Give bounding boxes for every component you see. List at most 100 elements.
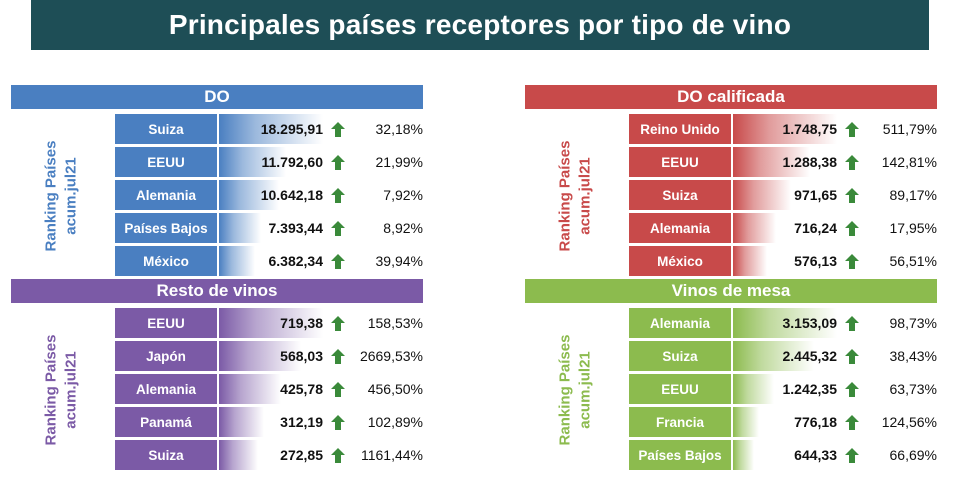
change-percent: 158,53%: [367, 315, 423, 331]
country-label: Países Bajos: [115, 213, 217, 243]
arrow-up-icon: [331, 188, 345, 203]
table-row: Alemania 425,78 456,50%: [115, 373, 425, 406]
arrow-up-icon: [845, 316, 859, 331]
panel-header-resto-de-vinos: Resto de vinos: [11, 279, 423, 303]
value-bar: [219, 440, 259, 470]
ranking-side-label: Ranking Países acum.jul21: [525, 113, 625, 278]
country-label: EEUU: [629, 374, 731, 404]
arrow-up-icon: [845, 349, 859, 364]
value-bar: [733, 440, 755, 470]
country-label: Alemania: [115, 374, 217, 404]
arrow-up-icon: [331, 448, 345, 463]
value-label: 312,19: [280, 414, 323, 430]
side-label-line1: Ranking Países: [42, 334, 60, 445]
table-row: México 6.382,34 39,94%: [115, 245, 425, 278]
value-label: 10.642,18: [260, 187, 323, 203]
panel-header-do: DO: [11, 85, 423, 109]
panel-do-calificada: DO calificada Ranking Países acum.jul21 Rei…: [525, 85, 937, 280]
value-label: 3.153,09: [782, 315, 838, 331]
value-label: 568,03: [280, 348, 323, 364]
change-percent: 142,81%: [881, 154, 937, 170]
value-label: 425,78: [280, 381, 323, 397]
value-label: 2.445,32: [782, 348, 838, 364]
value-label: 272,85: [280, 447, 323, 463]
table-row: EEUU 719,38 158,53%: [115, 307, 425, 340]
country-label: Francia: [629, 407, 731, 437]
value-label: 7.393,44: [268, 220, 324, 236]
change-percent: 7,92%: [383, 187, 423, 203]
value-bar: [219, 180, 280, 210]
arrow-up-icon: [845, 122, 859, 137]
country-label: Suiza: [629, 341, 731, 371]
table-row: Países Bajos 7.393,44 8,92%: [115, 212, 425, 245]
arrow-up-icon: [331, 254, 345, 269]
value-label: 6.382,34: [268, 253, 324, 269]
change-percent: 38,43%: [889, 348, 937, 364]
arrow-up-icon: [331, 122, 345, 137]
country-label: Panamá: [115, 407, 217, 437]
value-bar: [733, 246, 768, 276]
country-label: EEUU: [629, 147, 731, 177]
ranking-side-label: Ranking Países acum.jul21: [11, 307, 111, 472]
country-label: EEUU: [115, 147, 217, 177]
side-label-line2: acum.jul21: [62, 350, 80, 429]
value-label: 576,13: [794, 253, 837, 269]
value-label: 18.295,91: [260, 121, 323, 137]
country-label: Japón: [115, 341, 217, 371]
arrow-up-icon: [331, 382, 345, 397]
change-percent: 456,50%: [367, 381, 423, 397]
side-label-line1: Ranking Países: [556, 140, 574, 251]
value-bar: [219, 114, 323, 144]
table-row: Alemania 3.153,09 98,73%: [629, 307, 939, 340]
arrow-up-icon: [331, 349, 345, 364]
value-label: 776,18: [794, 414, 837, 430]
panel-resto-de-vinos: Resto de vinos Ranking Países acum.jul21 EE…: [11, 279, 423, 474]
value-label: 11.792,60: [261, 154, 323, 170]
change-percent: 39,94%: [375, 253, 423, 269]
table-row: EEUU 1.242,35 63,73%: [629, 373, 939, 406]
table-row: Suiza 272,85 1161,44%: [115, 439, 425, 472]
value-bar: [219, 374, 281, 404]
country-label: Suiza: [629, 180, 731, 210]
country-label: México: [115, 246, 217, 276]
change-percent: 66,69%: [889, 447, 937, 463]
value-bar: [219, 308, 323, 338]
arrow-up-icon: [331, 415, 345, 430]
arrow-up-icon: [331, 316, 345, 331]
arrow-up-icon: [845, 448, 859, 463]
table-row: Reino Unido 1.748,75 511,79%: [629, 113, 939, 146]
table-row: Suiza 2.445,32 38,43%: [629, 340, 939, 373]
arrow-up-icon: [331, 155, 345, 170]
table-row: Alemania 716,24 17,95%: [629, 212, 939, 245]
arrow-up-icon: [331, 221, 345, 236]
arrow-up-icon: [845, 382, 859, 397]
value-bar: [733, 374, 774, 404]
change-percent: 17,95%: [889, 220, 937, 236]
country-label: Alemania: [115, 180, 217, 210]
value-bar: [733, 180, 791, 210]
table-row: Países Bajos 644,33 66,69%: [629, 439, 939, 472]
value-bar: [733, 114, 837, 144]
table-row: Suiza 971,65 89,17%: [629, 179, 939, 212]
arrow-up-icon: [845, 254, 859, 269]
change-percent: 8,92%: [383, 220, 423, 236]
side-label-line1: Ranking Países: [556, 334, 574, 445]
page-title: Principales países receptores por tipo d…: [31, 0, 929, 50]
change-percent: 32,18%: [375, 121, 423, 137]
table-row: EEUU 1.288,38 142,81%: [629, 146, 939, 179]
value-label: 644,33: [794, 447, 837, 463]
change-percent: 511,79%: [882, 121, 937, 137]
country-label: Alemania: [629, 308, 731, 338]
value-bar: [733, 147, 810, 177]
ranking-side-label: Ranking Países acum.jul21: [525, 307, 625, 472]
country-label: Suiza: [115, 114, 217, 144]
value-bar: [219, 147, 287, 177]
value-label: 971,65: [794, 187, 837, 203]
panel-vinos-de-mesa: Vinos de mesa Ranking Países acum.jul21 Ale…: [525, 279, 937, 474]
value-bar: [219, 407, 265, 437]
change-percent: 2669,53%: [359, 348, 423, 364]
value-label: 1.242,35: [782, 381, 838, 397]
change-percent: 89,17%: [889, 187, 937, 203]
side-label-line2: acum.jul21: [62, 156, 80, 235]
panel-header-do-calificada: DO calificada: [525, 85, 937, 109]
